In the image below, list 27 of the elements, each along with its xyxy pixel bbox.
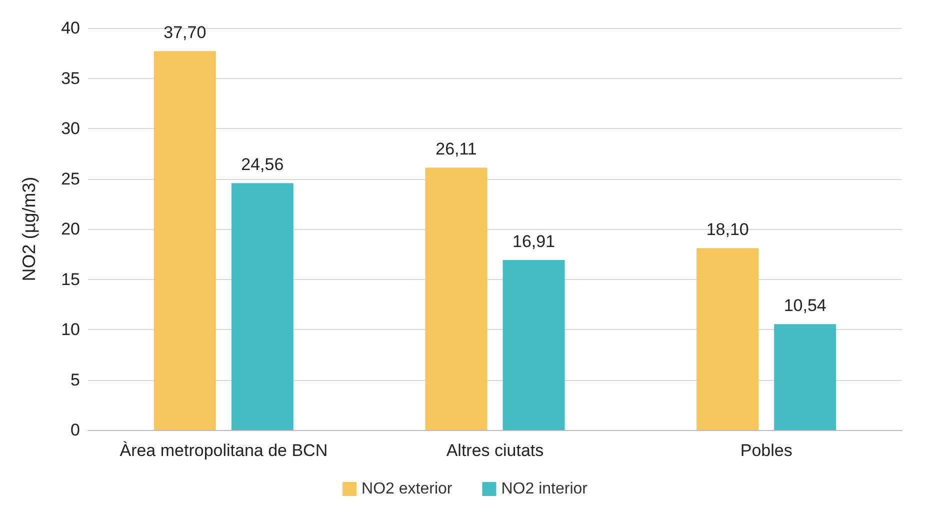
- x-tick-label: Pobles: [740, 441, 792, 460]
- data-label: 18,10: [706, 220, 749, 240]
- y-tick-label: 5: [70, 370, 80, 390]
- bar: [696, 248, 759, 430]
- y-tick-label: 0: [70, 420, 80, 440]
- y-tick-label: 20: [61, 220, 80, 238]
- y-tick-label: 10: [61, 320, 80, 339]
- bar: [154, 51, 216, 430]
- bar: [425, 168, 488, 430]
- y-tick-label: 15: [61, 270, 80, 289]
- bar: [231, 183, 294, 430]
- bar: [774, 324, 836, 430]
- y-tick-label: 40: [61, 18, 80, 38]
- x-tick-label: Altres ciutats: [446, 441, 544, 460]
- data-label: 24,56: [241, 155, 284, 174]
- data-label: 26,11: [436, 140, 477, 159]
- data-label: 37,70: [164, 23, 206, 42]
- x-tick-label: Àrea metropolitana de BCN: [120, 441, 328, 460]
- y-tick-label: 25: [61, 169, 80, 188]
- data-label: 10,54: [784, 296, 826, 316]
- y-tick-label: 30: [61, 119, 80, 138]
- legend-label: NO2 exterior: [362, 480, 453, 498]
- bar: [502, 260, 565, 430]
- y-tick-label: 35: [61, 68, 80, 88]
- y-axis-title: NO2 (µg/m3): [19, 176, 39, 282]
- data-label: 16,91: [512, 232, 556, 252]
- legend-label: NO2 interior: [501, 480, 588, 498]
